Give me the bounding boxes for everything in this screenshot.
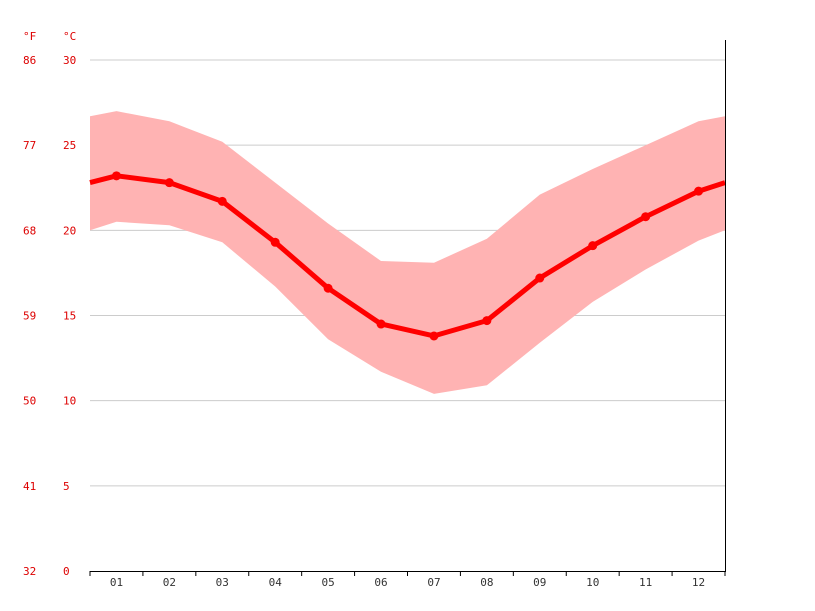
temperature-range-band xyxy=(90,111,725,394)
y-tick-label-c: 0 xyxy=(63,565,70,578)
data-point xyxy=(535,273,545,283)
y-tick-labels: 0 32 5 41 10 50 15 59 20 68 25 77 30 86 xyxy=(23,54,76,578)
x-tick-label: 04 xyxy=(269,576,283,589)
y-tick-label-f: 77 xyxy=(23,139,36,152)
x-tick-label: 08 xyxy=(480,576,493,589)
data-point xyxy=(376,319,386,329)
y-tick-label-c: 15 xyxy=(63,310,76,323)
data-point xyxy=(323,283,333,293)
y-tick-label-c: 30 xyxy=(63,54,76,67)
data-point xyxy=(429,331,439,341)
x-tick-label: 01 xyxy=(110,576,123,589)
x-tick-labels: 01 02 03 04 05 06 07 08 09 10 11 12 xyxy=(110,576,705,589)
y-tick-label-f: 50 xyxy=(23,395,36,408)
data-point xyxy=(164,178,174,188)
y-tick-label-f: 59 xyxy=(23,310,36,323)
x-tick-label: 02 xyxy=(163,576,176,589)
x-tick-label: 10 xyxy=(586,576,599,589)
x-tick-label: 06 xyxy=(374,576,387,589)
x-tick-label: 12 xyxy=(692,576,705,589)
data-point xyxy=(694,186,704,196)
y-tick-label-c: 10 xyxy=(63,395,76,408)
data-point xyxy=(588,241,598,251)
data-point xyxy=(270,237,280,247)
fahrenheit-unit-label: °F xyxy=(23,30,36,43)
y-tick-label-f: 86 xyxy=(23,54,36,67)
y-tick-label-c: 5 xyxy=(63,480,70,493)
data-point xyxy=(641,212,651,222)
axes xyxy=(89,40,726,576)
mean-temperature-line xyxy=(89,173,726,339)
y-tick-label-c: 20 xyxy=(63,224,76,237)
x-tick-label: 09 xyxy=(533,576,546,589)
x-tick-label: 07 xyxy=(427,576,440,589)
y-tick-label-c: 25 xyxy=(63,139,76,152)
data-point xyxy=(482,316,492,326)
data-point xyxy=(111,171,121,181)
y-tick-label-f: 68 xyxy=(23,224,36,237)
data-point xyxy=(217,196,227,206)
x-tick-label: 11 xyxy=(639,576,652,589)
celsius-unit-label: °C xyxy=(63,30,76,43)
y-tick-label-f: 32 xyxy=(23,565,36,578)
data-points xyxy=(111,171,704,341)
x-tick-label: 03 xyxy=(216,576,229,589)
y-tick-label-f: 41 xyxy=(23,480,36,493)
x-tick-label: 05 xyxy=(322,576,335,589)
